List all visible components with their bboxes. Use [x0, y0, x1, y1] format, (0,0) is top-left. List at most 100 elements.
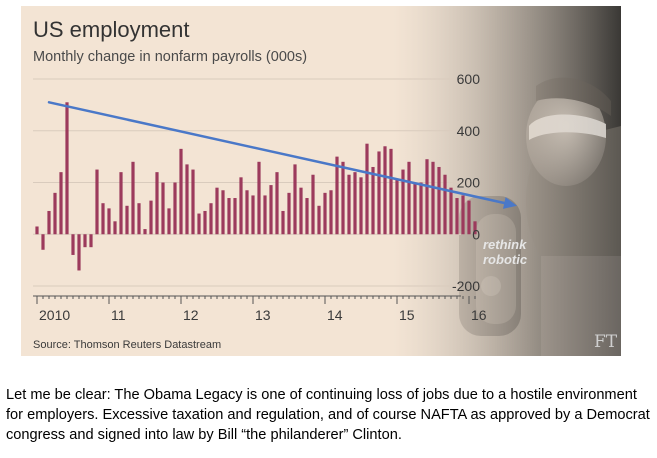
bar — [35, 226, 39, 235]
trend-arrow — [47, 101, 517, 209]
bar — [83, 234, 87, 248]
bar — [239, 177, 243, 235]
x-tick-label: 12 — [183, 307, 199, 323]
bar — [209, 203, 213, 235]
bar — [95, 169, 99, 235]
bar — [221, 190, 225, 235]
bar — [299, 187, 303, 235]
x-tick-label: 16 — [471, 307, 487, 323]
bar — [41, 234, 45, 250]
x-tick-label: 14 — [327, 307, 343, 323]
bar — [473, 221, 477, 235]
bar — [191, 169, 195, 235]
bar — [281, 210, 285, 235]
bar — [89, 234, 93, 248]
bar — [161, 182, 165, 235]
x-axis: 2010 11 12 13 14 15 16 — [33, 295, 487, 323]
bar — [59, 172, 63, 235]
bar — [341, 161, 345, 235]
bar — [455, 198, 459, 235]
bar — [47, 210, 51, 235]
bar — [263, 195, 267, 235]
bar — [329, 190, 333, 235]
bar — [389, 148, 393, 235]
bar — [293, 164, 297, 235]
bar — [443, 174, 447, 235]
photo-text-1: rethink — [483, 237, 527, 252]
bar — [245, 190, 249, 235]
trend-arrowhead — [503, 197, 517, 209]
bar — [269, 185, 273, 235]
bar — [137, 203, 141, 235]
bar — [287, 192, 291, 235]
bar — [167, 208, 171, 235]
bar — [311, 174, 315, 235]
bar — [215, 187, 219, 235]
bar — [179, 148, 183, 235]
chart-svg: rethink robotic US employment Monthly ch… — [21, 6, 621, 356]
bar — [323, 192, 327, 235]
bar — [203, 210, 207, 235]
bar — [371, 166, 375, 235]
bar — [113, 221, 117, 235]
y-axis: -200 0 200 400 600 — [452, 71, 480, 294]
bar — [275, 172, 279, 235]
bar — [305, 198, 309, 235]
bar — [431, 161, 435, 235]
bar — [233, 198, 237, 235]
y-tick-label: -200 — [452, 278, 480, 294]
x-tick-label: 2010 — [39, 307, 70, 323]
bar — [353, 172, 357, 235]
trend-line — [47, 101, 506, 205]
bar — [413, 182, 417, 235]
bar — [461, 195, 465, 235]
x-tick-label: 13 — [255, 307, 271, 323]
bar — [119, 172, 123, 235]
background-photo — [21, 6, 621, 356]
bar — [401, 169, 405, 235]
bar — [251, 195, 255, 235]
bar — [107, 208, 111, 235]
bar — [125, 205, 129, 235]
bar — [365, 143, 369, 235]
bar — [65, 102, 69, 235]
bar — [53, 192, 57, 235]
bar — [149, 200, 153, 235]
bar — [449, 187, 453, 235]
bar — [419, 182, 423, 235]
bar — [173, 182, 177, 235]
y-tick-label: 600 — [457, 71, 481, 87]
x-tick-label: 11 — [111, 307, 126, 323]
bar — [425, 159, 429, 235]
bar — [437, 166, 441, 235]
bar — [317, 205, 321, 235]
caption-text: Let me be clear: The Obama Legacy is one… — [6, 387, 650, 443]
y-tick-label: 0 — [472, 226, 480, 242]
bar — [185, 164, 189, 235]
bar — [395, 179, 399, 235]
bar — [335, 156, 339, 235]
ft-logo: FT — [594, 332, 618, 352]
bars — [35, 102, 477, 271]
chart-source: Source: Thomson Reuters Datastream — [33, 339, 221, 351]
bar — [407, 161, 411, 235]
chart-title: US employment — [33, 17, 190, 42]
chart-subtitle: Monthly change in nonfarm payrolls (000s… — [33, 49, 307, 65]
bar — [383, 146, 387, 235]
chart-figure: rethink robotic US employment Monthly ch… — [21, 6, 621, 356]
bar — [347, 174, 351, 235]
bar — [143, 229, 147, 235]
bar — [257, 161, 261, 235]
bar — [131, 161, 135, 235]
bar — [77, 234, 81, 271]
x-tick-label: 15 — [399, 307, 415, 323]
photo-text-2: robotic — [483, 252, 528, 267]
bar — [71, 234, 75, 255]
bar — [377, 151, 381, 235]
bar — [155, 172, 159, 235]
bar — [467, 200, 471, 235]
bar — [197, 213, 201, 235]
y-tick-label: 200 — [457, 175, 481, 191]
bar — [101, 203, 105, 235]
bar — [227, 198, 231, 235]
